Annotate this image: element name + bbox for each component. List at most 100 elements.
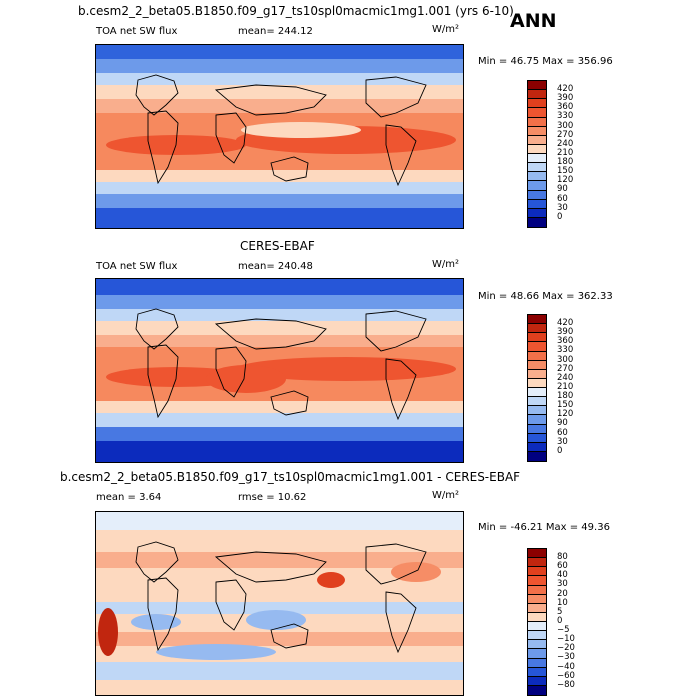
colorbar-tick-label: 30: [557, 436, 568, 447]
panel-2-units: W/m²: [432, 259, 460, 270]
colorbar-tick-label: −5: [557, 625, 570, 635]
colorbar-segment: [528, 172, 546, 182]
colorbar-segment: [528, 424, 546, 434]
colorbar-tick-label: 180: [557, 391, 574, 401]
colorbar-tick-label: −80: [557, 679, 575, 690]
colorbar-segment: [528, 154, 546, 164]
colorbar-segment: [528, 360, 546, 370]
colorbar-tick-label: 5: [557, 606, 563, 617]
colorbar-tick-label: 40: [557, 570, 568, 581]
colorbar-tick-label: 30: [557, 579, 568, 590]
season-label: ANN: [510, 10, 557, 32]
colorbar-tick-label: −60: [557, 670, 575, 681]
colorbar-tick-label: 20: [557, 588, 568, 599]
colorbar-segment: [528, 315, 546, 325]
colorbar-segment: [528, 181, 546, 191]
colorbar-tick-label: 300: [557, 120, 574, 131]
panel-1-map: [95, 44, 464, 229]
colorbar-segment: [528, 126, 546, 136]
colorbar-segment: [528, 558, 546, 568]
colorbar-tick-label: 150: [557, 166, 574, 177]
colorbar-tick-label: 420: [557, 84, 574, 94]
colorbar-tick-label: 180: [557, 157, 574, 167]
colorbar-tick-label: 300: [557, 354, 574, 365]
colorbar-tick-label: 0: [557, 615, 563, 626]
colorbar-segment: [528, 397, 546, 407]
colorbar-segment: [528, 406, 546, 416]
panel-2-title: CERES-EBAF: [240, 239, 315, 253]
colorbar-segment: [528, 667, 546, 677]
colorbar-segment: [528, 90, 546, 100]
colorbar-segment: [528, 163, 546, 173]
colorbar-tick-label: 330: [557, 345, 574, 356]
colorbar-segment: [528, 549, 546, 559]
colorbar-segment: [528, 208, 546, 218]
colorbar-tick-label: 270: [557, 129, 574, 140]
panel-1-colorbar-labels: 420 390 360 330 300 270 240 210 180 150 120 90 60 30 0: [557, 84, 574, 222]
panel-1-colorbar: [527, 80, 547, 228]
panel-2-map: [95, 278, 464, 463]
panel-1-field-label: TOA net SW flux: [96, 26, 178, 37]
colorbar-tick-label: 210: [557, 147, 574, 158]
colorbar-tick-label: 90: [557, 184, 568, 195]
colorbar-segment: [528, 144, 546, 154]
colorbar-tick-label: 60: [557, 427, 568, 438]
colorbar-tick-label: −40: [557, 661, 575, 672]
colorbar-segment: [528, 324, 546, 334]
colorbar-segment: [528, 622, 546, 632]
colorbar-tick-label: 360: [557, 102, 574, 113]
colorbar-tick-label: −30: [557, 652, 575, 663]
colorbar-tick-label: 270: [557, 363, 574, 374]
colorbar-segment: [528, 676, 546, 686]
panel-3-map: [95, 511, 464, 696]
colorbar-segment: [528, 117, 546, 127]
colorbar-segment: [528, 658, 546, 668]
colorbar-tick-label: 360: [557, 336, 574, 347]
colorbar-tick-label: −20: [557, 643, 575, 654]
colorbar-segment: [528, 108, 546, 118]
colorbar-tick-label: 10: [557, 597, 568, 608]
colorbar-tick-label: 150: [557, 400, 574, 411]
panel-3-colorbar-labels: 80 60 40 30 20 10 5 0 −5 −10 −20 −30 −40 −60 −80: [557, 552, 575, 690]
panel-2-colorbar: [527, 314, 547, 462]
colorbar-tick-label: 80: [557, 552, 568, 562]
colorbar-segment: [528, 603, 546, 613]
colorbar-tick-label: 210: [557, 381, 574, 392]
panel-2-colorbar-labels: 420 390 360 330 300 270 240 210 180 150 120 90 60 30 0: [557, 318, 574, 456]
colorbar-segment: [528, 576, 546, 586]
panel-3-units: W/m²: [432, 490, 460, 501]
panel-1-minmax: Min = 46.75 Max = 356.96: [478, 56, 613, 67]
colorbar-tick-label: 120: [557, 175, 574, 186]
colorbar-tick-label: 60: [557, 193, 568, 204]
colorbar-segment: [528, 585, 546, 595]
colorbar-segment: [528, 649, 546, 659]
panel-3-mean: mean = 3.64: [96, 492, 162, 503]
colorbar-segment: [528, 594, 546, 604]
colorbar-segment: [528, 369, 546, 379]
panel-2-mean: mean= 240.48: [238, 261, 313, 272]
colorbar-segment: [528, 199, 546, 209]
colorbar-segment: [528, 442, 546, 452]
colorbar-tick-label: 120: [557, 409, 574, 420]
panel-3-rmse: rmse = 10.62: [238, 492, 307, 503]
panel-3-minmax: Min = -46.21 Max = 49.36: [478, 522, 610, 533]
colorbar-segment: [528, 388, 546, 398]
colorbar-segment: [528, 451, 546, 461]
colorbar-tick-label: 420: [557, 318, 574, 328]
colorbar-tick-label: 240: [557, 372, 574, 383]
colorbar-segment: [528, 631, 546, 641]
panel-1-title: b.cesm2_2_beta05.B1850.f09_g17_ts10spl0m…: [78, 4, 514, 18]
colorbar-tick-label: 60: [557, 561, 568, 572]
colorbar-segment: [528, 415, 546, 425]
colorbar-segment: [528, 217, 546, 227]
colorbar-segment: [528, 333, 546, 343]
colorbar-tick-label: 30: [557, 202, 568, 213]
panel-1-mean: mean= 244.12: [238, 26, 313, 37]
colorbar-tick-label: 0: [557, 445, 563, 456]
colorbar-segment: [528, 612, 546, 622]
colorbar-tick-label: 330: [557, 111, 574, 122]
colorbar-tick-label: 240: [557, 138, 574, 149]
colorbar-segment: [528, 567, 546, 577]
colorbar-segment: [528, 135, 546, 145]
colorbar-segment: [528, 99, 546, 109]
